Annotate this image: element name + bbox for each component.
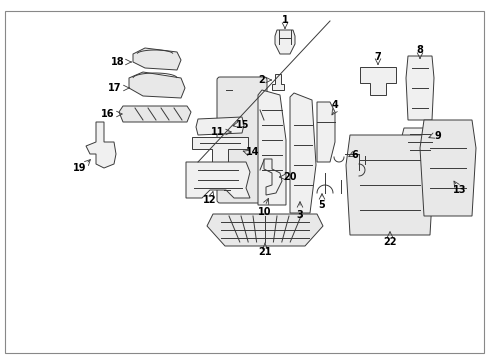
Polygon shape	[206, 214, 323, 246]
Polygon shape	[274, 30, 294, 54]
Polygon shape	[264, 159, 282, 195]
Text: 18: 18	[111, 57, 124, 67]
Text: 10: 10	[258, 207, 271, 217]
Polygon shape	[419, 120, 475, 216]
Polygon shape	[359, 67, 395, 95]
Polygon shape	[133, 48, 181, 70]
Polygon shape	[316, 102, 334, 162]
Text: 19: 19	[73, 163, 86, 173]
Text: 5: 5	[318, 200, 325, 210]
FancyBboxPatch shape	[217, 77, 266, 203]
Polygon shape	[196, 117, 244, 135]
Polygon shape	[346, 135, 433, 235]
Text: 7: 7	[374, 52, 381, 62]
Text: 16: 16	[101, 109, 115, 119]
Polygon shape	[86, 122, 116, 168]
Polygon shape	[271, 74, 284, 90]
Text: 13: 13	[452, 185, 466, 195]
Polygon shape	[289, 93, 315, 213]
Polygon shape	[185, 162, 249, 198]
Text: 11: 11	[211, 127, 224, 137]
Text: 14: 14	[246, 147, 259, 157]
Text: 3: 3	[296, 210, 303, 220]
Text: 21: 21	[258, 247, 271, 257]
Polygon shape	[192, 137, 247, 169]
Polygon shape	[258, 90, 285, 205]
Text: 9: 9	[434, 131, 441, 141]
Text: 15: 15	[236, 120, 249, 130]
Polygon shape	[129, 72, 184, 98]
Text: 20: 20	[283, 172, 296, 182]
Text: 12: 12	[203, 195, 216, 205]
Text: 6: 6	[351, 150, 358, 160]
Text: 22: 22	[383, 237, 396, 247]
Text: 8: 8	[416, 45, 423, 55]
Polygon shape	[401, 128, 437, 156]
Text: 4: 4	[331, 100, 338, 110]
Polygon shape	[405, 56, 433, 120]
Text: 1: 1	[281, 15, 288, 25]
Text: 17: 17	[108, 83, 122, 93]
Text: 2: 2	[258, 75, 265, 85]
Polygon shape	[119, 106, 191, 122]
